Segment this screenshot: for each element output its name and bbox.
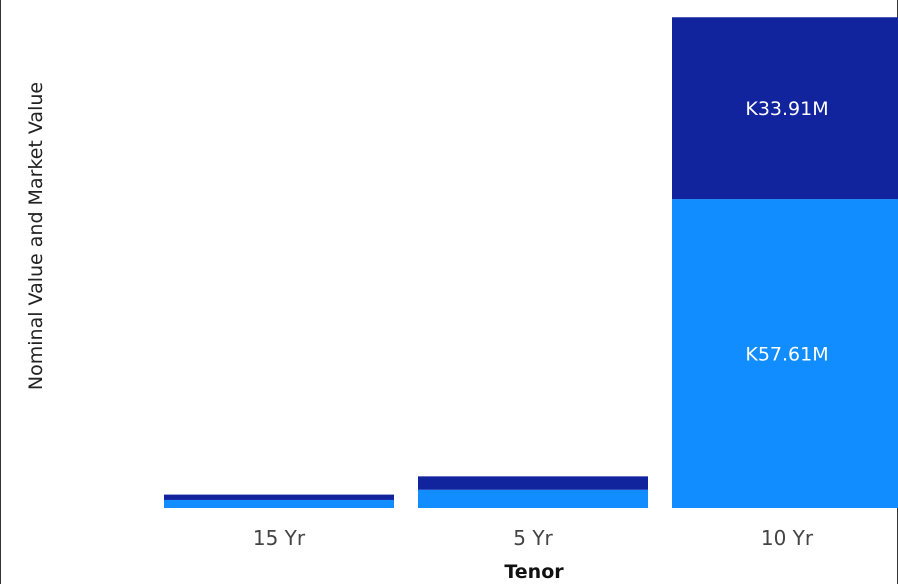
bar-series1-5-yr[interactable] <box>418 476 648 490</box>
x-ticks-group: 15 Yr 5 Yr 10 Yr <box>253 526 814 550</box>
x-tick-label: 15 Yr <box>253 526 306 550</box>
x-axis-label: Tenor <box>504 561 564 583</box>
bar-series0-15-yr[interactable] <box>164 499 394 508</box>
bars-group: K57.61M K33.91M <box>164 17 898 509</box>
bar-series1-10-yr[interactable] <box>672 17 898 200</box>
bar-series0-5-yr[interactable] <box>418 489 648 508</box>
x-tick-label: 5 Yr <box>513 526 553 550</box>
bar-series0-10-yr[interactable] <box>672 199 898 509</box>
y-axis-label: Nominal Value and Market Value <box>25 82 47 390</box>
data-label: K33.91M <box>745 98 828 120</box>
data-label: K57.61M <box>745 344 828 366</box>
x-tick-label: 10 Yr <box>761 526 814 550</box>
bar-series1-15-yr[interactable] <box>164 494 394 500</box>
